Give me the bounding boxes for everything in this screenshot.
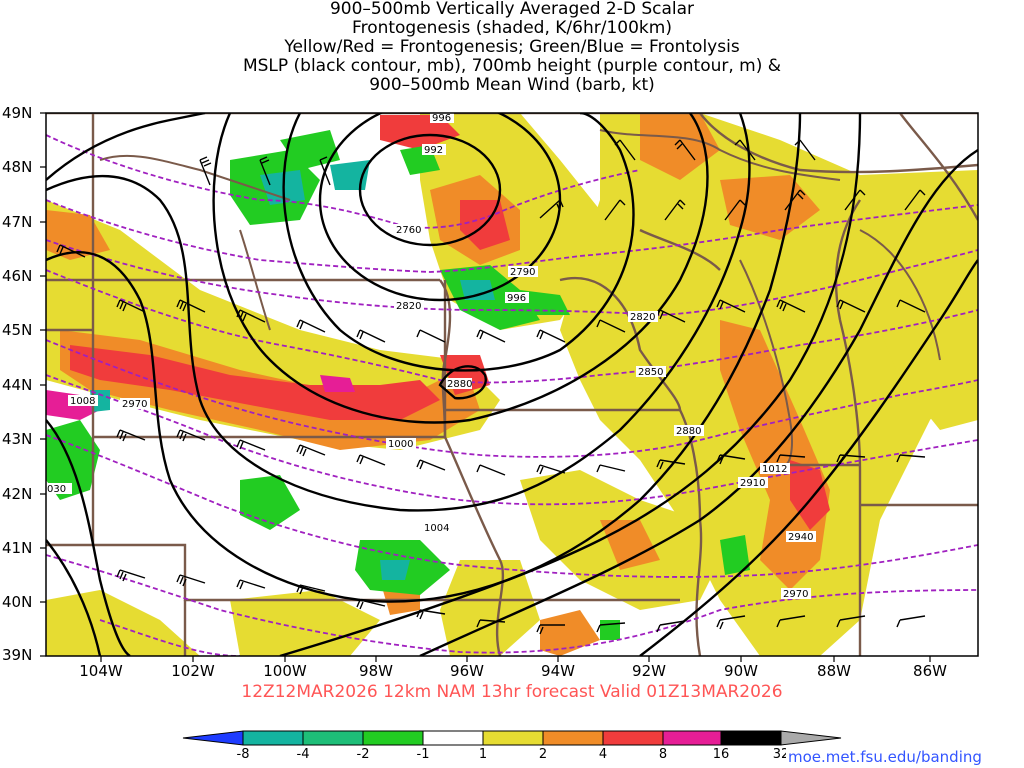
lon-label: 104W (79, 662, 123, 680)
height-label: 2910 (740, 478, 765, 489)
colorbar-label: -2 (356, 747, 370, 762)
colorbar-label: 1 (478, 747, 488, 762)
colorbar (182, 730, 842, 746)
wind-barbs (56, 139, 926, 635)
colorbar-arrow-high (780, 730, 842, 746)
height-label: 2760 (396, 225, 421, 236)
height-label: 2940 (788, 532, 813, 543)
lon-label: 88W (817, 662, 851, 680)
lon-label: 98W (359, 662, 393, 680)
mslp-label: 996 (432, 113, 451, 124)
height-label: 2970 (783, 589, 808, 600)
colorbar-label: 4 (598, 747, 608, 762)
colorbar-label: -4 (296, 747, 310, 762)
lat-label: 41N (2, 539, 33, 557)
lon-label: 102W (171, 662, 215, 680)
height-label: 2820 (396, 301, 421, 312)
colorbar-swatch (362, 730, 424, 746)
lon-label: 96W (450, 662, 484, 680)
height-label: 2880 (447, 379, 472, 390)
height-label: 2790 (510, 267, 535, 278)
mslp-contours (46, 113, 978, 656)
lat-label: 49N (2, 104, 33, 122)
lon-label: 92W (632, 662, 666, 680)
colorbar-label: 32 (772, 747, 790, 762)
lat-label: 39N (2, 646, 33, 664)
title-line-5: 900–500mb Mean Wind (barb, kt) (369, 75, 655, 95)
lat-label: 46N (2, 267, 33, 285)
colorbar-swatch (662, 730, 722, 746)
lat-label: 47N (2, 213, 33, 231)
contour-labels: 996 992 996 1000 1004 1008 1012 030 2760… (46, 112, 816, 600)
mslp-label: 030 (47, 484, 66, 495)
colorbar-swatch (482, 730, 544, 746)
lon-label: 94W (541, 662, 575, 680)
lat-label: 43N (2, 430, 33, 448)
title-line-4: MSLP (black contour, mb), 700mb height (… (242, 56, 782, 76)
mslp-label: 1004 (424, 523, 449, 534)
axis-ticks (40, 112, 931, 662)
lat-label: 44N (2, 376, 33, 394)
lat-label: 42N (2, 485, 33, 503)
political-borders (46, 113, 978, 656)
colorbar-swatch (720, 730, 782, 746)
colorbar-label: -8 (236, 747, 250, 762)
lat-label: 40N (2, 593, 33, 611)
site-url-link[interactable]: moe.met.fsu.edu/banding (786, 748, 984, 766)
height-label: 2880 (676, 426, 701, 437)
mslp-label: 1008 (70, 396, 95, 407)
colorbar-swatch (302, 730, 364, 746)
colorbar-label: 2 (538, 747, 548, 762)
colorbar-swatch (242, 730, 304, 746)
height-label: 2850 (638, 367, 663, 378)
mslp-label: 1000 (388, 439, 413, 450)
mslp-label: 996 (507, 293, 526, 304)
title-line-2: Frontogenesis (shaded, K/6hr/100km) (352, 18, 672, 38)
lake-shorelines (99, 129, 941, 467)
colorbar-swatch (422, 730, 484, 746)
colorbar-swatch (542, 730, 604, 746)
mslp-label: 992 (424, 145, 443, 156)
lat-label: 48N (2, 158, 33, 176)
colorbar-arrow-low (182, 730, 244, 746)
lon-label: 100W (263, 662, 307, 680)
height-label: 2970 (122, 399, 147, 410)
colorbar-swatch (602, 730, 664, 746)
colorbar-label: 16 (712, 747, 730, 762)
colorbar-label: -1 (416, 747, 430, 762)
title-line-3: Yellow/Red = Frontogenesis; Green/Blue =… (284, 37, 740, 57)
valid-time-line: 12Z12MAR2026 12km NAM 13hr forecast Vali… (241, 682, 783, 702)
height-label: 2820 (630, 312, 655, 323)
lat-label: 45N (2, 321, 33, 339)
title-line-1: 900–500mb Vertically Averaged 2-D Scalar (329, 0, 695, 19)
colorbar-label: 8 (658, 747, 668, 762)
lon-label: 86W (913, 662, 947, 680)
mslp-label: 1012 (762, 464, 787, 475)
lon-label: 90W (724, 662, 758, 680)
